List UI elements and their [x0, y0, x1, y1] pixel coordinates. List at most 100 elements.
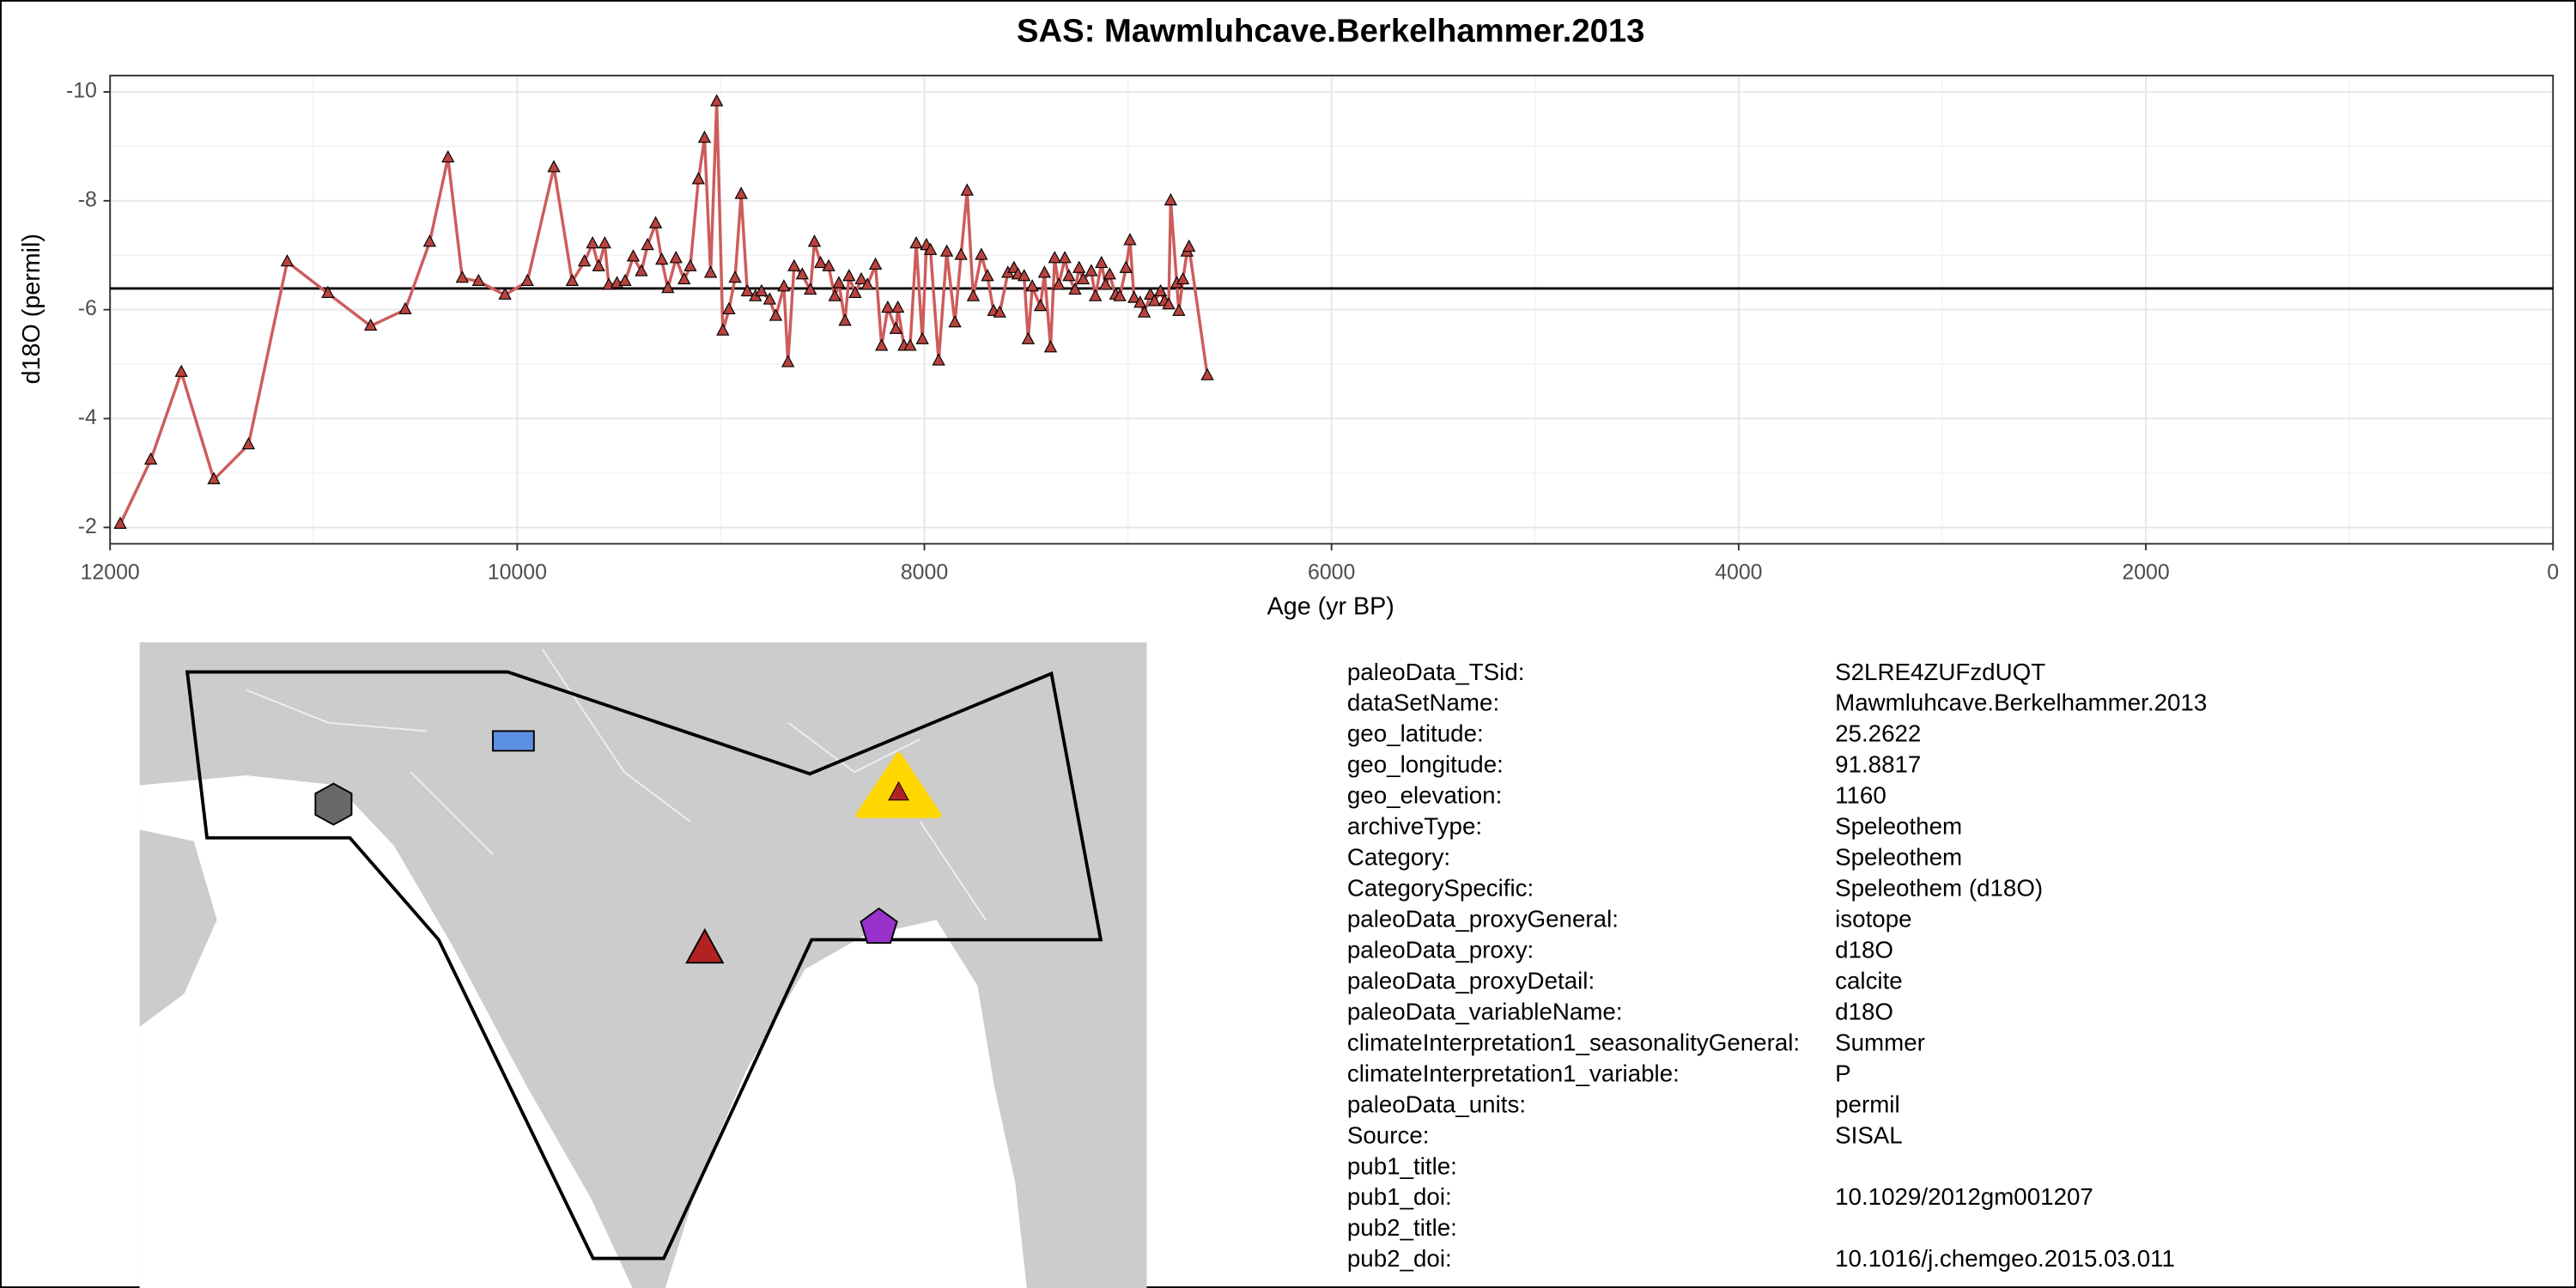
data-point	[398, 301, 412, 315]
data-point	[669, 251, 683, 264]
data-point	[441, 149, 455, 163]
data-point	[1052, 277, 1066, 290]
metadata-value: S2LRE4ZUFzdUQT	[1835, 659, 2045, 685]
map	[139, 642, 1147, 1288]
data-point	[909, 236, 923, 249]
data-point	[498, 287, 512, 300]
metadata-key: paleoData_units:	[1347, 1091, 1526, 1117]
x-tick-label: 0	[2547, 560, 2559, 584]
metadata-key: paleoData_proxy:	[1347, 936, 1534, 963]
data-point	[960, 183, 974, 196]
map-sea	[139, 775, 633, 1288]
data-point	[641, 237, 654, 251]
data-point	[635, 264, 648, 276]
y-tick-label: -8	[78, 187, 97, 211]
x-tick-label: 2000	[2122, 560, 2169, 584]
data-point	[1043, 340, 1058, 353]
data-point	[734, 186, 748, 199]
data-point	[939, 244, 954, 257]
data-point	[848, 285, 862, 298]
data-point	[854, 271, 868, 285]
x-axis-label: Age (yr BP)	[1267, 592, 1394, 620]
data-point	[1147, 294, 1162, 307]
site-marker	[888, 781, 909, 801]
data-point	[716, 323, 730, 336]
data-point	[1021, 331, 1036, 344]
data-point	[1018, 269, 1031, 282]
data-point	[777, 279, 791, 292]
y-tick-label: -4	[78, 405, 97, 429]
map-land	[982, 920, 1147, 1288]
map-land	[139, 829, 217, 1027]
metadata-value: 25.2622	[1835, 720, 1921, 747]
data-point	[1123, 233, 1137, 246]
data-point	[113, 516, 127, 529]
data-point	[787, 258, 801, 271]
site-marker	[492, 730, 535, 752]
y-axis-label: d18O (permil)	[18, 234, 46, 384]
data-point	[1076, 271, 1091, 285]
data-point	[842, 269, 856, 282]
data-point	[993, 305, 1006, 318]
data-point	[1182, 239, 1196, 252]
data-point	[592, 258, 605, 271]
metadata-key: Source:	[1347, 1121, 1430, 1148]
data-point	[868, 257, 883, 270]
data-point	[565, 273, 580, 287]
metadata-value: permil	[1835, 1091, 1900, 1117]
metadata-key: pub2_title:	[1347, 1214, 1457, 1241]
data-point	[655, 252, 669, 265]
y-tick-label: -6	[78, 296, 97, 320]
data-point	[1072, 260, 1086, 273]
metadata-value: 10.1016/j.chemgeo.2015.03.011	[1835, 1245, 2175, 1272]
metadata-table: paleoData_TSid: S2LRE4ZUFzdUQT dataSetName…	[1347, 659, 2207, 1272]
data-point	[455, 270, 470, 283]
data-point	[1103, 267, 1116, 280]
data-point	[981, 269, 994, 282]
region-outline	[185, 670, 1103, 1261]
data-point	[697, 131, 712, 143]
data-point	[577, 253, 592, 267]
data-point	[586, 236, 599, 249]
data-point	[804, 282, 817, 295]
data-point	[915, 331, 929, 344]
data-point	[932, 353, 945, 366]
data-point	[1176, 271, 1190, 285]
data-point	[1089, 289, 1103, 301]
data-point	[807, 234, 822, 247]
metadata-key: Category:	[1347, 844, 1450, 871]
data-point	[860, 277, 874, 290]
data-point	[598, 236, 611, 249]
x-tick-label: 6000	[1308, 560, 1355, 584]
data-point	[1200, 368, 1214, 380]
data-point	[710, 94, 724, 106]
data-point	[364, 318, 378, 331]
plot-area: 12000 10000 8000 6000 4000 2000 0 -10 -8 -6 -4 -2	[66, 75, 2559, 584]
data-point	[769, 308, 783, 321]
metadata-key: geo_latitude:	[1347, 720, 1484, 747]
data-point	[1163, 192, 1178, 206]
data-point	[1037, 265, 1052, 278]
data-point	[813, 255, 828, 269]
data-point	[626, 249, 641, 262]
data-point	[1058, 251, 1072, 264]
metadata-value: 10.1029/2012gm001207	[1835, 1183, 2093, 1210]
metadata-value: Speleothem (d18O)	[1835, 875, 2043, 902]
data-point	[755, 283, 769, 297]
data-point	[1048, 251, 1061, 264]
data-point	[241, 437, 256, 450]
data-point	[728, 270, 742, 283]
data-point	[832, 276, 846, 289]
site-marker	[685, 927, 725, 964]
data-point	[740, 283, 754, 297]
data-point	[1098, 277, 1113, 290]
data-point	[1034, 298, 1048, 312]
data-point	[1113, 289, 1127, 301]
data-point	[1127, 290, 1141, 303]
y-tick-label: -2	[78, 514, 97, 538]
metadata-key: paleoData_variableName:	[1347, 998, 1623, 1024]
y-tick-label: -10	[66, 79, 97, 103]
metadata-key: paleoData_proxyGeneral:	[1347, 906, 1619, 933]
